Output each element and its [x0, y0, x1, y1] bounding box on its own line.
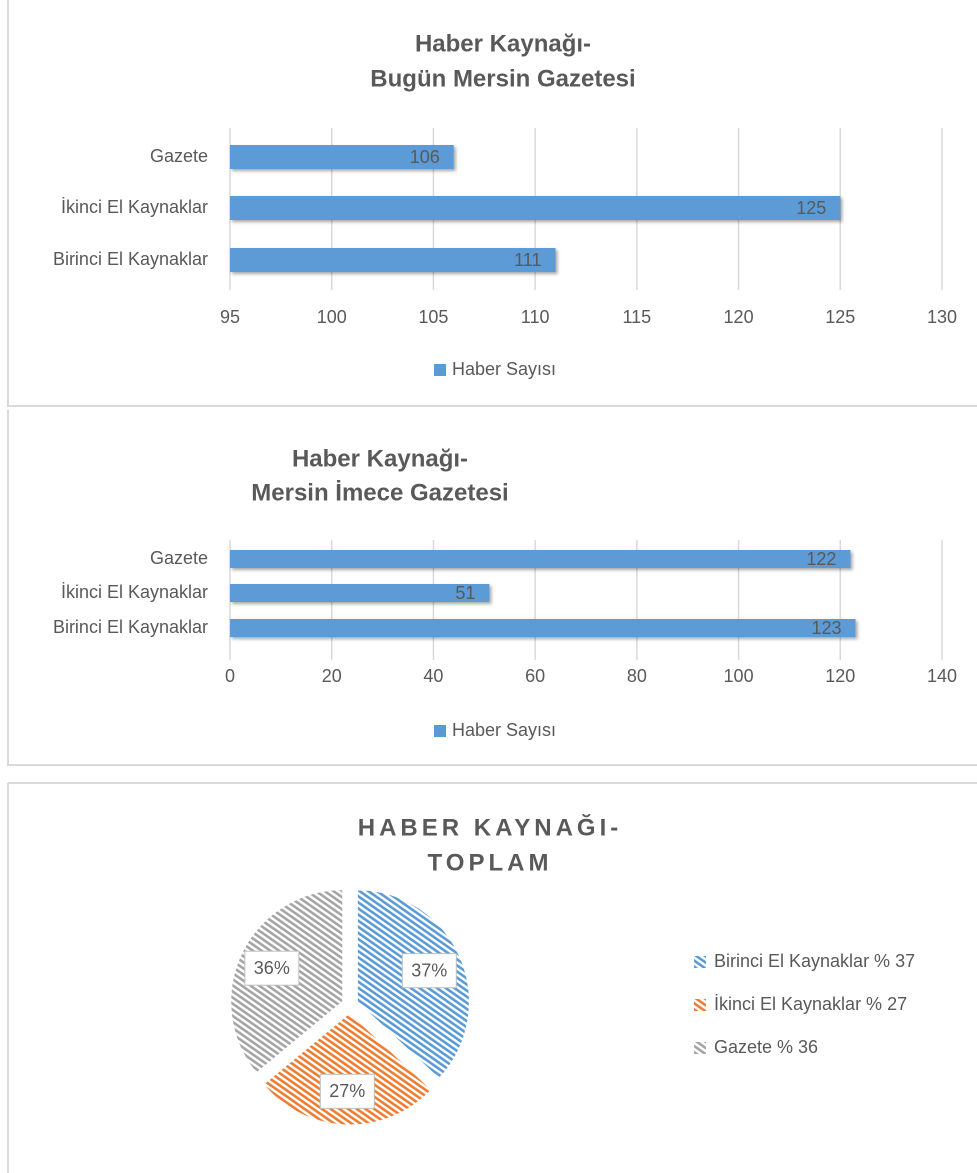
- data-label: 111: [514, 250, 541, 270]
- y-tick-label: İkinci El Kaynaklar: [61, 582, 208, 602]
- bar: [230, 248, 556, 272]
- chart-title: Bugün Mersin Gazetesi: [370, 65, 635, 92]
- data-label-box: [319, 1073, 375, 1109]
- data-label-box: [401, 953, 457, 989]
- legend-label: Gazete % 36: [714, 1037, 818, 1057]
- panel-borders: [7, 0, 977, 1173]
- legend-label: Haber Sayısı: [452, 359, 556, 379]
- pie-slice: [262, 1012, 433, 1126]
- legend-swatch: [694, 999, 706, 1011]
- data-label-box: [244, 950, 300, 986]
- legend-swatch: [434, 725, 446, 737]
- bar: [230, 584, 490, 602]
- x-tick-label: 40: [423, 666, 443, 686]
- x-tick-label: 110: [521, 307, 550, 327]
- x-tick-label: 95: [220, 307, 240, 327]
- y-tick-label: Birinci El Kaynaklar: [53, 617, 208, 637]
- data-label: 106: [410, 147, 440, 167]
- x-tick-label: 100: [317, 307, 347, 327]
- legend-label: İkinci El Kaynaklar % 27: [714, 994, 907, 1014]
- data-label: 125: [796, 198, 826, 218]
- legend-swatch: [434, 364, 446, 376]
- data-label: 51: [455, 583, 475, 603]
- x-tick-label: 60: [525, 666, 545, 686]
- bar: [230, 619, 856, 637]
- data-label: 36%: [254, 958, 290, 978]
- x-tick-label: 125: [825, 307, 855, 327]
- chart-title: TOPLAM: [428, 849, 553, 876]
- legend-label: Haber Sayısı: [452, 720, 556, 740]
- x-tick-label: 80: [627, 666, 647, 686]
- y-tick-label: Gazete: [150, 548, 208, 568]
- data-label: 122: [806, 549, 836, 569]
- data-label: 123: [811, 618, 841, 638]
- x-tick-label: 130: [927, 307, 957, 327]
- x-tick-label: 115: [623, 307, 652, 327]
- chart-title: HABER KAYNAĞI-: [358, 813, 622, 841]
- y-tick-label: Gazete: [150, 146, 208, 166]
- y-tick-label: İkinci El Kaynaklar: [61, 197, 208, 217]
- bar: [230, 196, 841, 220]
- legend-swatch: [694, 956, 706, 968]
- x-tick-label: 0: [225, 666, 235, 686]
- x-tick-label: 100: [724, 666, 754, 686]
- chart-title: Haber Kaynağı-: [415, 30, 591, 57]
- x-tick-label: 120: [825, 666, 855, 686]
- x-tick-label: 140: [927, 666, 957, 686]
- data-label: 27%: [329, 1081, 365, 1101]
- data-label: 37%: [411, 960, 447, 980]
- chart-title: Mersin İmece Gazetesi: [251, 479, 508, 506]
- x-tick-label: 105: [418, 307, 448, 327]
- legend-label: Birinci El Kaynaklar % 37: [714, 951, 915, 971]
- chart-title: Haber Kaynağı-: [292, 445, 468, 472]
- x-tick-label: 120: [724, 307, 754, 327]
- y-tick-label: Birinci El Kaynaklar: [53, 249, 208, 269]
- bar: [230, 145, 454, 169]
- x-tick-label: 20: [322, 666, 342, 686]
- legend-swatch: [694, 1042, 706, 1054]
- bar: [230, 550, 851, 568]
